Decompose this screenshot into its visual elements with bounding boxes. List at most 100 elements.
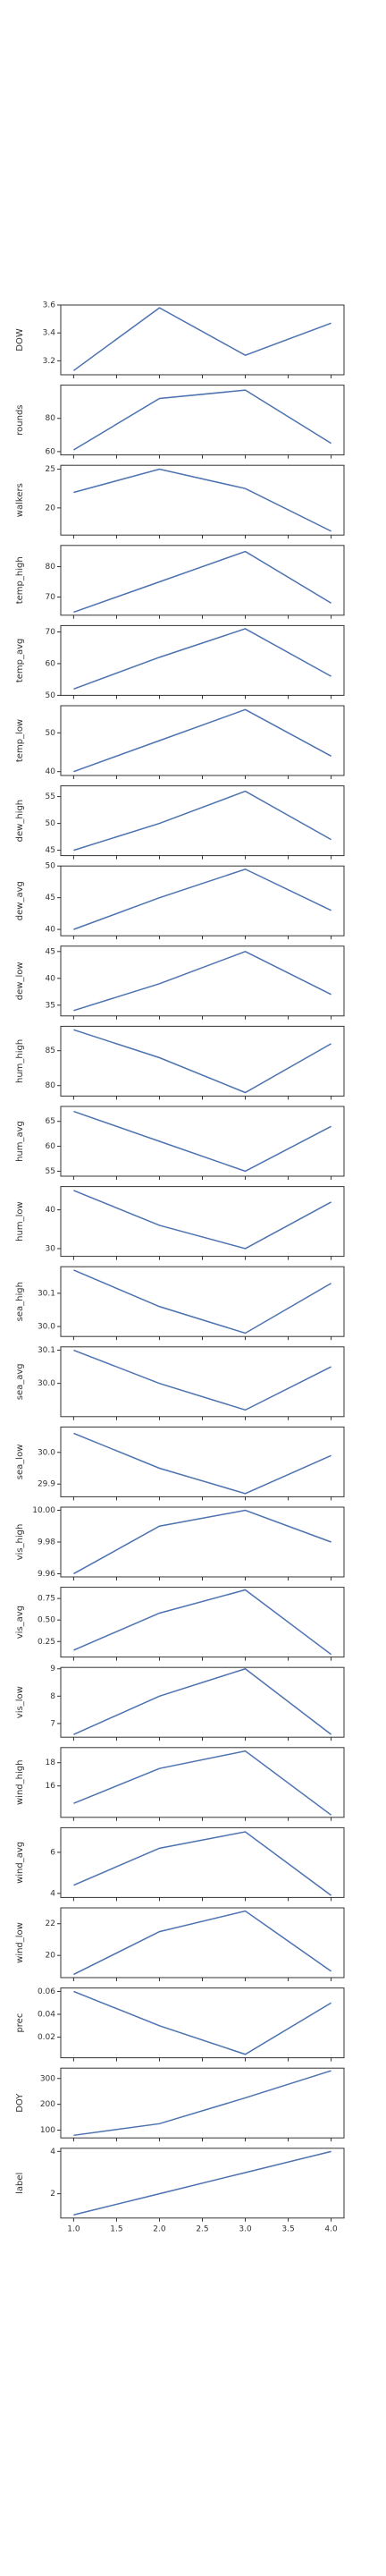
- subplot: 30 40 hum_low: [15, 1186, 345, 1260]
- line: [73, 1910, 332, 1976]
- line: [73, 868, 331, 930]
- plot-frame: [60, 1826, 345, 1898]
- y-tick-label: 9: [50, 1665, 55, 1674]
- y-tick-label: 30.0: [38, 1379, 55, 1388]
- y-tick-label: 0.75: [38, 1595, 55, 1604]
- subplot: 3.2 3.4 3.6 DOW: [15, 301, 345, 378]
- line: [73, 790, 331, 852]
- subplot: 50 60 70 temp_avg: [15, 624, 345, 700]
- line: [73, 1750, 332, 1816]
- line: [73, 468, 331, 532]
- y-tick-label: 45: [46, 846, 55, 855]
- y-tick-label: 18: [46, 1758, 56, 1767]
- y-tick-label: 9.96: [38, 1570, 55, 1579]
- y-axis-label: sea_high: [15, 1282, 25, 1321]
- plot-frame: [60, 1587, 345, 1658]
- y-axis-label: walkers: [15, 483, 25, 517]
- y-tick-label: 30.0: [38, 1323, 55, 1332]
- y-tick-label: 50: [46, 819, 56, 828]
- y-tick-label: 60: [46, 447, 56, 456]
- line: [73, 1269, 331, 1335]
- line: [73, 2150, 331, 2216]
- x-tick-label: 3.0: [239, 2224, 252, 2233]
- y-tick-label: 25: [46, 465, 55, 474]
- y-tick-label: 30: [46, 1244, 56, 1253]
- subplot: 40 50 temp_low: [15, 705, 345, 779]
- y-tick-label: 45: [46, 947, 55, 956]
- y-tick-label: 40: [46, 1206, 56, 1215]
- plot-frame: [60, 1426, 345, 1497]
- subplot: 0.02 0.04 0.06 prec: [15, 1987, 345, 2062]
- y-tick-label: 55: [46, 792, 55, 801]
- y-axis-label: dew_high: [15, 800, 25, 842]
- y-tick-label: 30.1: [38, 1289, 55, 1298]
- subplot: 20 22 wind_low: [15, 1907, 345, 1981]
- y-tick-label: 29.9: [38, 1480, 55, 1489]
- line: [73, 628, 331, 691]
- line: [73, 1667, 332, 1735]
- x-tick-label: 3.5: [281, 2224, 294, 2233]
- y-axis-label: wind_avg: [15, 1842, 25, 1884]
- x-tick-label: 2.0: [153, 2224, 166, 2233]
- y-tick-label: 9.98: [38, 1538, 55, 1547]
- subplot: 100 200 300 DOY: [15, 2067, 345, 2142]
- y-tick-label: 0.25: [38, 1638, 55, 1647]
- y-axis-label: sea_low: [15, 1445, 25, 1480]
- y-axis-label: wind_high: [15, 1760, 25, 1805]
- plot-frame: [60, 1747, 345, 1818]
- y-tick-label: 3.2: [43, 357, 55, 366]
- y-axis-label: vis_avg: [15, 1606, 25, 1639]
- y-tick-label: 45: [46, 894, 55, 902]
- y-axis-label: sea_avg: [15, 1363, 25, 1400]
- y-tick-label: 50: [46, 729, 56, 738]
- y-axis-label: vis_low: [15, 1686, 25, 1718]
- y-tick-label: 85: [46, 1046, 55, 1055]
- subplot: 4 6 wind_avg: [15, 1826, 345, 1902]
- y-axis-label: rounds: [15, 404, 25, 435]
- y-axis-label: hum_high: [15, 1039, 25, 1083]
- plot-frame: [60, 1266, 345, 1337]
- y-tick-label: 20: [46, 1952, 56, 1961]
- y-axis-label: temp_low: [15, 719, 25, 762]
- y-axis-label: dew_avg: [15, 881, 25, 920]
- y-axis-label: prec: [15, 2013, 25, 2033]
- y-tick-label: 0.04: [38, 2011, 55, 2020]
- y-tick-label: 40: [46, 926, 56, 935]
- subplot: 7 8 9 vis_low: [15, 1665, 345, 1741]
- subplot: 9.96 9.98 10.00 vis_high: [15, 1506, 345, 1580]
- y-tick-label: 70: [46, 628, 56, 637]
- x-tick-label: 2.5: [196, 2224, 208, 2233]
- y-tick-label: 200: [40, 2100, 55, 2109]
- y-tick-label: 0.50: [38, 1616, 55, 1625]
- y-tick-label: 80: [46, 414, 56, 423]
- plot-frame: [60, 1666, 345, 1738]
- subplot: 20 25 walkers: [15, 464, 345, 539]
- y-tick-label: 80: [46, 1081, 56, 1090]
- subplot: 35 40 45 dew_low: [15, 945, 345, 1020]
- line: [73, 1831, 332, 1896]
- plot-frame: [60, 1907, 345, 1979]
- y-tick-label: 22: [46, 1919, 55, 1928]
- subplot: 70 80 temp_high: [15, 545, 345, 619]
- line: [73, 1990, 331, 2055]
- y-tick-label: 60: [46, 1142, 56, 1151]
- y-axis-label: DOW: [15, 328, 25, 352]
- y-tick-label: 300: [40, 2074, 55, 2083]
- y-axis-label: DOY: [15, 2093, 25, 2113]
- line: [73, 1349, 331, 1411]
- x-tick-label: 4.0: [324, 2224, 338, 2233]
- y-axis-label: hum_avg: [15, 1121, 25, 1162]
- y-tick-label: 65: [46, 1117, 55, 1126]
- y-tick-label: 10.00: [32, 1506, 55, 1515]
- subplot: 2 4 1.0 1.5 2.0 2.5 3.0 3.5 4.0 label: [15, 2148, 345, 2233]
- plot-frame: [60, 785, 345, 857]
- y-tick-label: 50: [46, 862, 56, 871]
- subplot: 80 85 hum_high: [15, 1025, 345, 1100]
- y-tick-label: 3.4: [43, 329, 56, 338]
- y-axis-label: vis_high: [15, 1524, 25, 1561]
- line: [73, 389, 331, 451]
- plot-frame: [60, 865, 345, 936]
- subplot: 30.0 30.1 sea_high: [15, 1266, 345, 1341]
- y-axis-label: hum_low: [15, 1201, 25, 1241]
